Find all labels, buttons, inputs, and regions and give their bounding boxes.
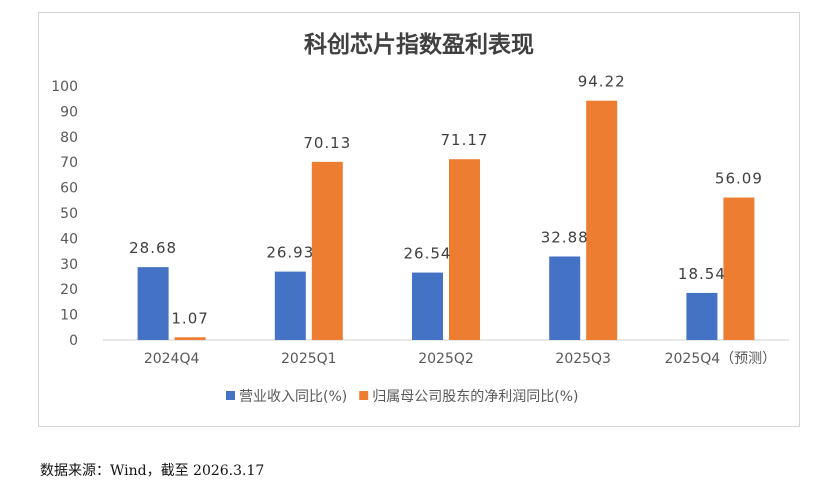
data-label: 70.13 <box>303 134 351 152</box>
data-label: 26.93 <box>266 244 314 262</box>
y-tick-label: 30 <box>60 257 78 273</box>
y-tick-label: 80 <box>60 130 78 146</box>
data-label: 28.68 <box>129 239 177 257</box>
bar-net-profit <box>174 337 206 340</box>
x-axis: 2024Q4 2025Q1 2025Q2 2025Q3 2025Q4（预测） <box>103 339 789 367</box>
data-label: 56.09 <box>715 170 763 188</box>
chart-title: 科创芯片指数盈利表现 <box>304 31 534 58</box>
y-tick-label: 0 <box>69 333 78 349</box>
y-tick-label: 100 <box>51 79 78 95</box>
chart-frame <box>38 12 800 427</box>
x-tick-label: 2024Q4 <box>144 351 200 367</box>
y-axis: 0 10 20 30 40 50 60 70 80 90 100 <box>51 79 78 349</box>
bar-net-profit <box>723 197 755 340</box>
bar-net-profit <box>311 161 343 340</box>
legend-label-net-profit: 归属母公司股东的净利润同比(%) <box>372 388 578 405</box>
y-tick-label: 40 <box>60 231 78 247</box>
bar-net-profit <box>586 100 618 340</box>
bar-net-profit <box>449 159 480 340</box>
y-tick-label: 10 <box>60 308 78 324</box>
legend-swatch-net-profit <box>359 391 369 400</box>
y-tick-label: 20 <box>60 282 78 298</box>
data-label: 18.54 <box>678 265 726 283</box>
data-labels: 28.68 26.93 26.54 32.88 18.54 1.07 70.13 71.17 9… <box>129 73 763 328</box>
bar-revenue <box>274 271 306 340</box>
bar-revenue <box>686 292 718 340</box>
data-label: 94.22 <box>578 73 626 91</box>
x-tick-label: 2025Q1 <box>281 351 337 367</box>
data-label: 32.88 <box>541 228 589 246</box>
bar-revenue <box>549 256 581 340</box>
data-label: 26.54 <box>404 245 452 263</box>
y-tick-label: 90 <box>60 104 78 120</box>
legend-swatch-revenue <box>226 391 235 400</box>
x-tick-label: 2025Q3 <box>555 351 611 367</box>
y-tick-label: 50 <box>60 206 78 222</box>
x-tick-label: 2025Q4（预测） <box>665 351 777 367</box>
data-label: 1.07 <box>171 309 208 327</box>
bar-revenue <box>412 272 443 340</box>
legend: 营业收入同比(%) 归属母公司股东的净利润同比(%) <box>226 388 578 405</box>
legend-label-revenue: 营业收入同比(%) <box>239 389 347 405</box>
data-label: 71.17 <box>441 131 489 149</box>
source-note: 数据来源：Wind，截至 2026.3.17 <box>40 463 265 479</box>
bar-revenue <box>137 267 169 340</box>
x-tick-label: 2025Q2 <box>418 351 474 367</box>
bars <box>137 100 755 340</box>
y-tick-label: 70 <box>60 155 78 171</box>
y-tick-label: 60 <box>60 181 78 197</box>
